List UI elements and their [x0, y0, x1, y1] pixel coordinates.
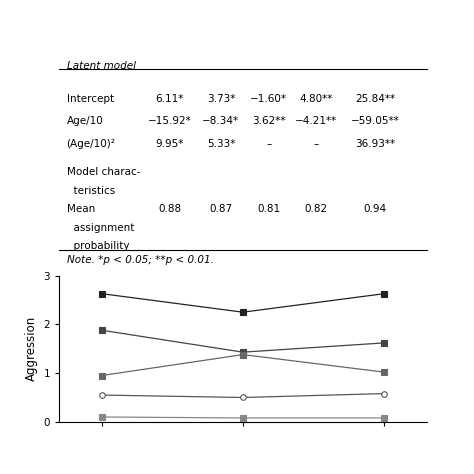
Text: –: –	[266, 139, 271, 149]
Text: –: –	[314, 139, 319, 149]
Text: Note. *p < 0.05; **p < 0.01.: Note. *p < 0.05; **p < 0.01.	[66, 255, 213, 265]
Text: 5.33*: 5.33*	[207, 139, 235, 149]
Text: Latent model: Latent model	[66, 61, 136, 71]
Text: 3.62**: 3.62**	[252, 116, 285, 126]
Text: 9.95*: 9.95*	[155, 139, 183, 149]
Text: probability: probability	[66, 241, 129, 251]
Text: −8.34*: −8.34*	[202, 116, 239, 126]
Text: −4.21**: −4.21**	[295, 116, 337, 126]
Text: 6.11*: 6.11*	[155, 94, 183, 104]
Text: −1.60*: −1.60*	[250, 94, 287, 104]
Text: (Age/10)²: (Age/10)²	[66, 139, 116, 149]
Text: −15.92*: −15.92*	[147, 116, 191, 126]
Text: Intercept: Intercept	[66, 94, 114, 104]
Text: Age/10: Age/10	[66, 116, 103, 126]
Text: assignment: assignment	[66, 223, 134, 233]
Text: 3.73*: 3.73*	[207, 94, 235, 104]
Text: 0.87: 0.87	[210, 204, 232, 214]
Text: 4.80**: 4.80**	[300, 94, 333, 104]
Text: 0.88: 0.88	[158, 204, 181, 214]
Text: 0.82: 0.82	[305, 204, 328, 214]
Text: 36.93**: 36.93**	[355, 139, 395, 149]
Text: Model charac-: Model charac-	[66, 167, 140, 177]
Y-axis label: Aggression: Aggression	[25, 316, 38, 382]
Text: 25.84**: 25.84**	[355, 94, 395, 104]
Text: 0.94: 0.94	[364, 204, 387, 214]
Text: 0.81: 0.81	[257, 204, 280, 214]
Text: Mean: Mean	[66, 204, 95, 214]
Text: teristics: teristics	[66, 186, 115, 196]
Text: −59.05**: −59.05**	[351, 116, 400, 126]
